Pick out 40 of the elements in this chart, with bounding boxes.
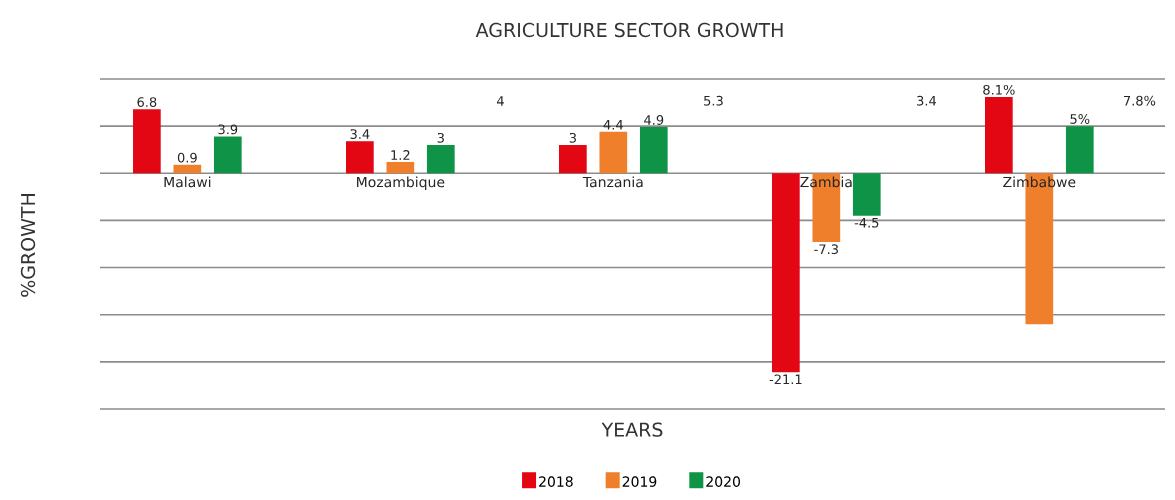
legend-label: 2019 (622, 476, 657, 487)
data-label: -7.3 (814, 244, 838, 255)
x-tick-label: Tanzania (582, 176, 643, 188)
annotation: 7.8% (1123, 95, 1156, 106)
bar (1065, 126, 1094, 174)
y-axis-title: %GROWTH (20, 194, 36, 297)
bar (386, 161, 415, 174)
data-label: 3.9 (218, 124, 238, 135)
bar (639, 127, 668, 174)
annotation: 4 (496, 96, 504, 106)
data-label: 4.4 (603, 120, 623, 130)
annotation: 5.3 (704, 95, 723, 106)
bar (559, 144, 587, 174)
x-tick-label: Malawi (164, 176, 211, 188)
data-label: 5% (1070, 114, 1090, 124)
data-label: 0.9 (177, 152, 197, 163)
bar (852, 173, 881, 216)
bar (173, 164, 202, 174)
bar (346, 141, 374, 174)
x-tick-label: Mozambique (357, 176, 445, 191)
data-label: -21.1 (769, 374, 802, 385)
legend-label: 2018 (539, 476, 573, 487)
data-label: 1.2 (391, 150, 410, 160)
bar (133, 109, 161, 174)
legend-label: 2020 (706, 476, 740, 487)
bar (213, 136, 242, 174)
data-label: 3 (437, 132, 444, 143)
chart-title: AGRICULTURE SECTOR GROWTH (475, 22, 783, 38)
bar (772, 173, 800, 373)
annotation: 3.4 (917, 95, 937, 106)
bar (985, 96, 1013, 174)
data-label: 8.1% (983, 84, 1015, 95)
data-label: 3 (569, 132, 576, 143)
x-axis-title: YEARS (601, 422, 663, 437)
bar (426, 144, 455, 174)
data-label: 3.4 (350, 129, 370, 140)
data-label: -4.5 (854, 217, 879, 228)
data-label: 4.9 (644, 115, 664, 125)
data-label: 6.8 (137, 97, 157, 107)
bar (599, 131, 628, 174)
